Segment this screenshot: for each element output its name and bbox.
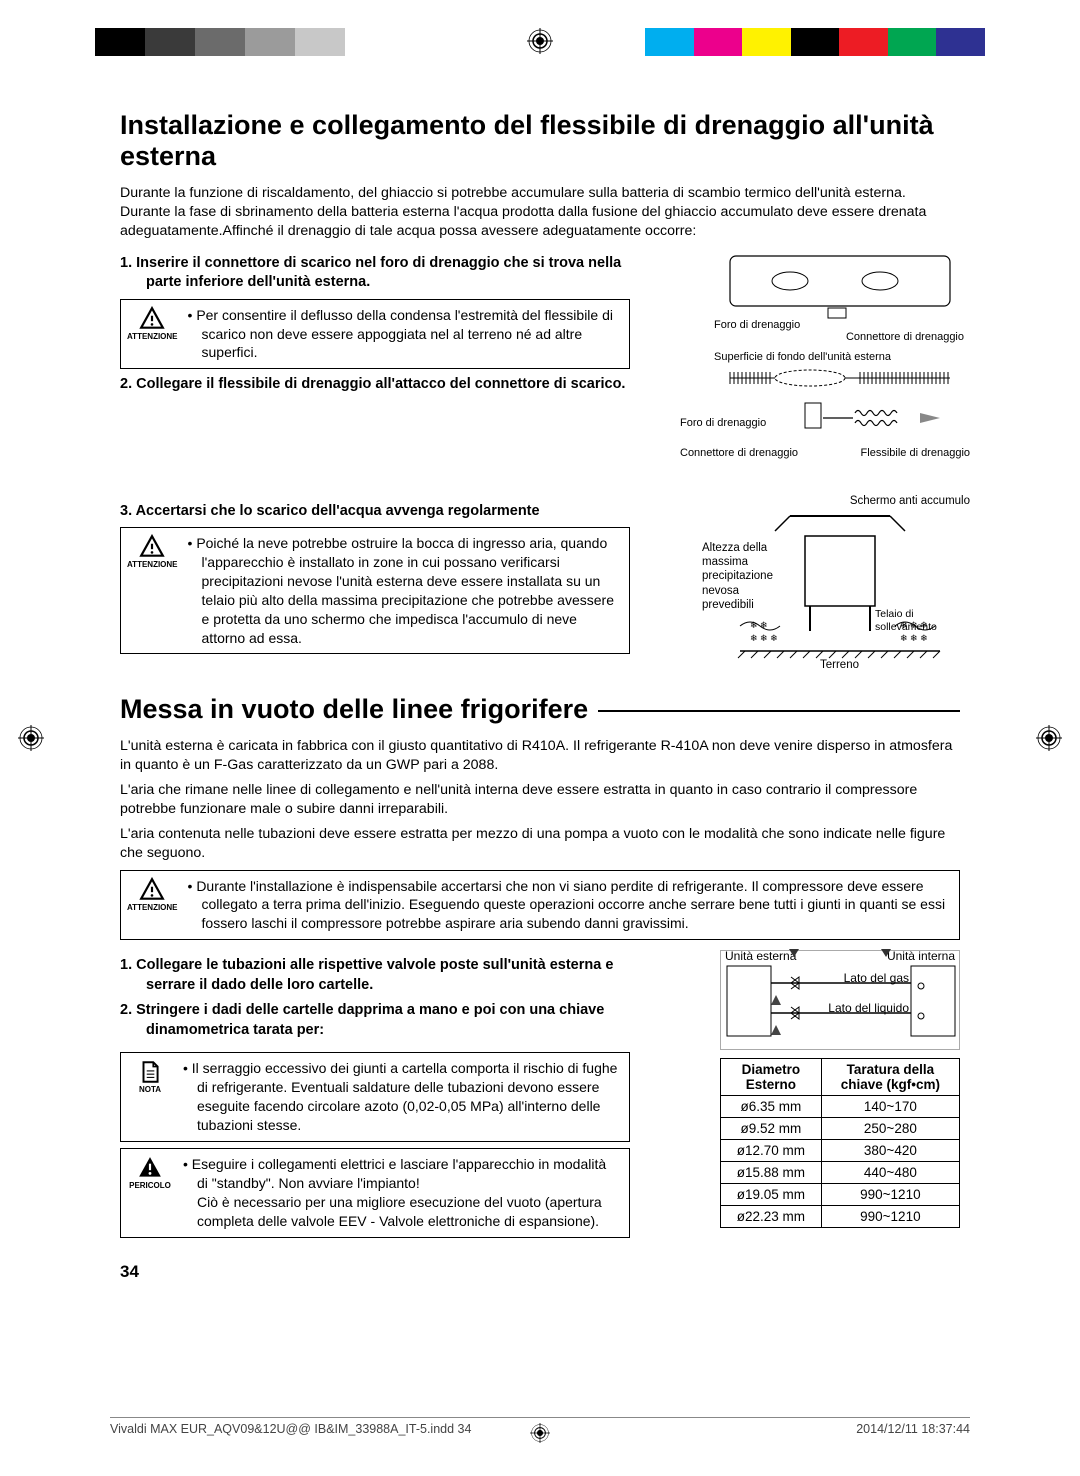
heading-vacuum: Messa in vuoto delle linee frigorifere xyxy=(120,694,960,725)
step-2: 2. Collegare il flessibile di drenaggio … xyxy=(120,375,630,395)
attention-icon: ATTENZIONE xyxy=(127,534,178,647)
footer-timestamp: 2014/12/11 18:37:44 xyxy=(856,1422,970,1436)
table-row: ø12.70 mm380~420 xyxy=(721,1140,960,1162)
attention-box-1: ATTENZIONE • Per consentire il deflusso … xyxy=(120,299,630,370)
attention-box-3: ATTENZIONE • Durante l'installazione è i… xyxy=(120,870,960,941)
snow-diagram: ❄ ❄ ❄ ❄ ❄ ❄ ❄ ❄ ❄ ❄ ❄ Schermo anti accum… xyxy=(720,496,960,676)
intro-vacuum-1: L'unità esterna è caricata in fabbrica c… xyxy=(120,737,960,775)
table-row: ø19.05 mm990~1210 xyxy=(721,1184,960,1206)
note-text: • Il serraggio eccessivo dei giunti a ca… xyxy=(183,1059,619,1135)
attention-1-text: • Per consentire il deflusso della conde… xyxy=(188,306,619,363)
svg-text:❄ ❄: ❄ ❄ xyxy=(750,620,768,630)
page-number: 34 xyxy=(120,1262,960,1282)
danger-text-1: • Eseguire i collegamenti elettrici e la… xyxy=(183,1155,619,1193)
drain-diagram: Foro di drenaggio Connettore di drenaggi… xyxy=(720,248,960,468)
registration-mark-left xyxy=(18,725,44,751)
heading-drain: Installazione e collegamento del flessib… xyxy=(120,110,960,172)
step-1: 1. Inserire il connettore di scarico nel… xyxy=(120,254,630,293)
attention-icon: ATTENZIONE xyxy=(127,306,178,363)
note-icon: NOTA xyxy=(127,1059,173,1135)
danger-icon: PERICOLO xyxy=(127,1155,173,1231)
table-row: ø6.35 mm140~170 xyxy=(721,1096,960,1118)
table-head-diameter: Diametro Esterno xyxy=(721,1059,822,1096)
footer-filename: Vivaldi MAX EUR_AQV09&12U@@ IB&IM_33988A… xyxy=(110,1422,471,1436)
intro-vacuum-2: L'aria che rimane nelle linee di collega… xyxy=(120,781,960,819)
registration-mark-footer xyxy=(530,1423,550,1446)
registration-mark-top xyxy=(527,28,553,54)
svg-text:❄ ❄ ❄: ❄ ❄ ❄ xyxy=(750,633,778,643)
attention-2-text: • Poiché la neve potrebbe ostruire la bo… xyxy=(188,534,619,647)
svg-text:❄ ❄ ❄: ❄ ❄ ❄ xyxy=(900,633,928,643)
step-b1: 1. Collegare le tubazioni alle rispettiv… xyxy=(120,956,630,995)
step-b2: 2. Stringere i dadi delle cartelle dappr… xyxy=(120,1001,630,1040)
attention-3-text: • Durante l'installazione è indispensabi… xyxy=(188,877,949,934)
registration-mark-right xyxy=(1036,725,1062,751)
intro-drain: Durante la funzione di riscaldamento, de… xyxy=(120,184,960,242)
danger-box: PERICOLO • Eseguire i collegamenti elett… xyxy=(120,1148,630,1238)
pipe-diagram: Unità esterna Unità interna Lato del gas… xyxy=(720,950,960,1050)
print-footer: Vivaldi MAX EUR_AQV09&12U@@ IB&IM_33988A… xyxy=(110,1417,970,1436)
table-row: ø15.88 mm440~480 xyxy=(721,1162,960,1184)
calibration-bar-right xyxy=(645,28,985,56)
table-head-torque: Taratura della chiave (kgf•cm) xyxy=(821,1059,959,1096)
table-row: ø9.52 mm250~280 xyxy=(721,1118,960,1140)
danger-text-2: Ciò è necessario per una migliore esecuz… xyxy=(183,1193,619,1231)
attention-icon: ATTENZIONE xyxy=(127,877,178,934)
intro-vacuum-3: L'aria contenuta nelle tubazioni deve es… xyxy=(120,825,960,863)
note-box: NOTA • Il serraggio eccessivo dei giunti… xyxy=(120,1052,630,1142)
attention-box-2: ATTENZIONE • Poiché la neve potrebbe ost… xyxy=(120,527,630,654)
calibration-bar-left xyxy=(95,28,345,56)
step-3: 3. Accertarsi che lo scarico dell'acqua … xyxy=(120,502,630,522)
table-row: ø22.23 mm990~1210 xyxy=(721,1206,960,1228)
torque-table: Diametro Esterno Taratura della chiave (… xyxy=(720,1058,960,1228)
